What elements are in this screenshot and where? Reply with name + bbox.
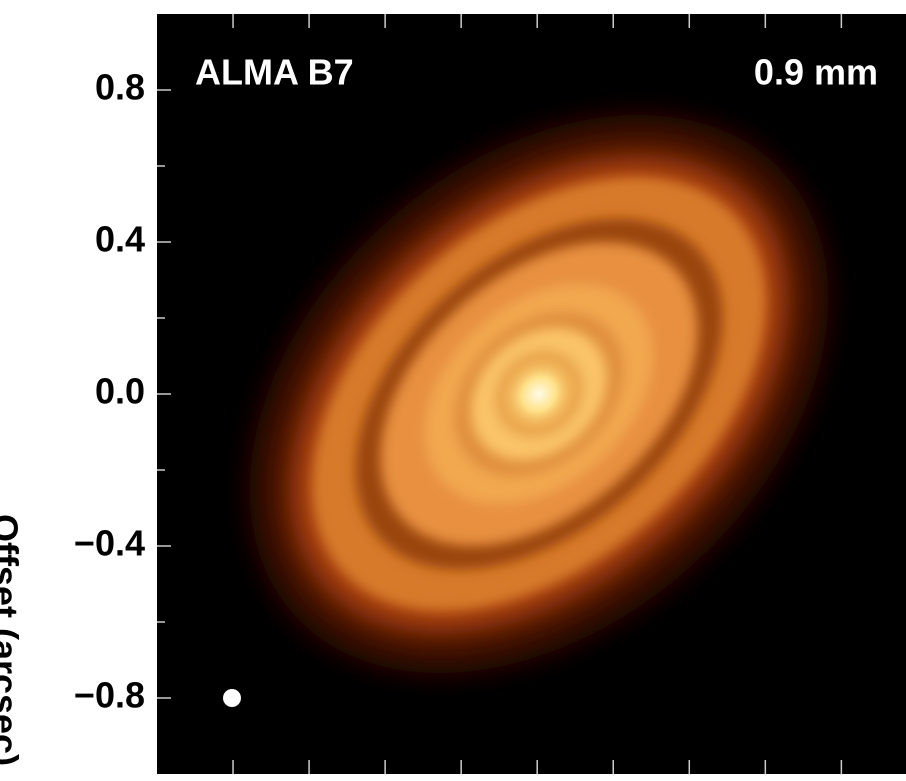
y-tick-label: 0.4	[95, 219, 145, 260]
y-axis-label: Offset (arcsec)	[0, 514, 25, 766]
beam	[223, 689, 241, 707]
y-tick-label: 0.0	[95, 371, 145, 412]
annotation: 0.9 mm	[754, 52, 878, 93]
chart: ALMA B7 0.9 mm Offset (arcsec) 0.8 0.4 0.0…	[0, 0, 906, 781]
y-tick-label: −0.4	[74, 523, 145, 564]
y-tick-label: −0.8	[74, 675, 145, 716]
y-tick-label: 0.8	[95, 67, 145, 108]
annotation: ALMA B7	[195, 52, 354, 93]
